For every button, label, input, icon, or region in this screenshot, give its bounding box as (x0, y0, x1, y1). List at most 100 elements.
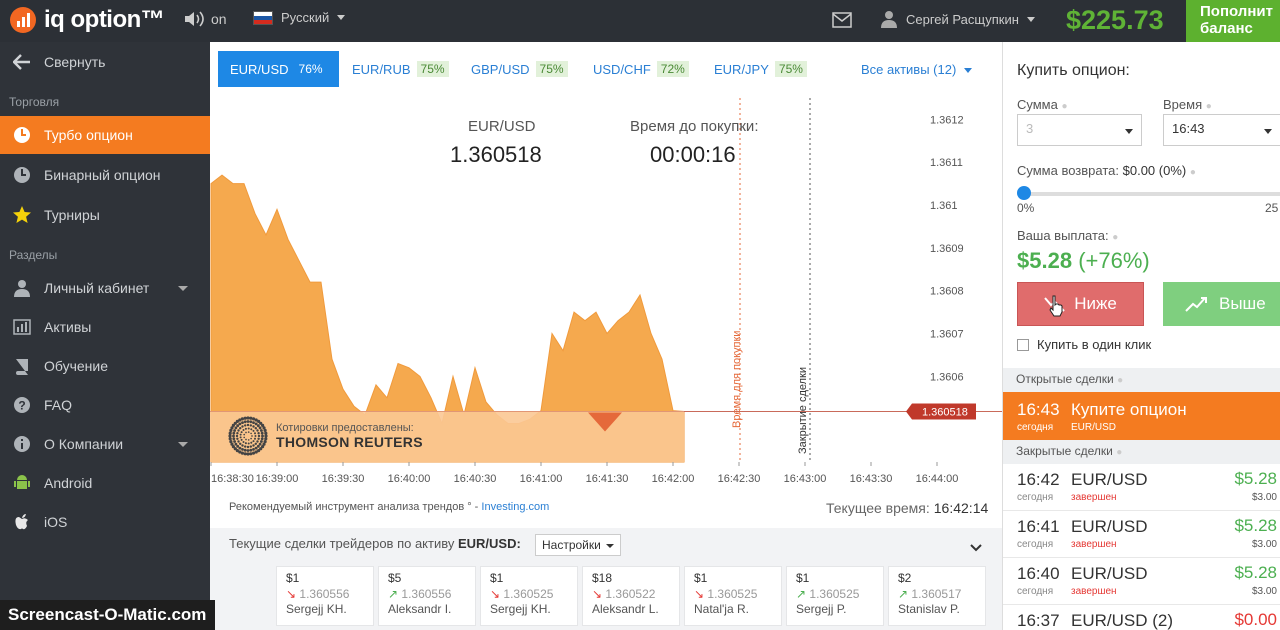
logo-dot (249, 416, 253, 420)
help-icon: ● (1112, 232, 1119, 243)
sidebar-item-turbo[interactable]: Турбо опцион (0, 116, 210, 154)
logo-dot (239, 433, 242, 436)
sidebar-item-assets[interactable]: Активы (0, 308, 210, 346)
logo-dot (246, 452, 250, 456)
open-deal-day: сегодня (1017, 422, 1054, 433)
tab-label: USD/CHF (593, 61, 651, 77)
deal-invest: $3.00 (1251, 539, 1277, 550)
logo-dot (242, 440, 245, 444)
sidebar-item-label: О Компании (44, 436, 124, 452)
sidebar-item-android[interactable]: Android (0, 464, 210, 502)
price-chart[interactable]: Время для покупки Закрытие сделки 1.3612 1.… (210, 98, 1002, 490)
logo-dot (238, 426, 242, 430)
logo-dot (235, 419, 239, 423)
logo-dot (245, 431, 247, 434)
mail-icon[interactable] (832, 12, 852, 31)
time-label: Время ● (1163, 97, 1212, 112)
watermark: Screencast-O-Matic.com (0, 600, 215, 630)
logo-dot (243, 445, 247, 448)
purchase-timer-label: Время до покупки: (630, 118, 759, 135)
deal-asset: EUR/USD (1071, 470, 1148, 489)
trader-rate: ↘ 1.360525 (694, 587, 772, 601)
trader-rate-value: 1.360525 (503, 587, 554, 601)
deposit-button[interactable]: Пополнит баланс (1186, 0, 1280, 42)
x-tick-label: 16:41:30 (586, 473, 629, 485)
collapse-chevron-icon[interactable] (970, 540, 982, 555)
one-click-option[interactable]: Купить в один клик (1017, 337, 1151, 352)
x-tick-label: 16:40:00 (388, 473, 431, 485)
logo-dot (262, 426, 266, 430)
closed-deal-row[interactable]: 16:41 сегодня EUR/USD завершен $5.28 $3.00 (1003, 511, 1280, 558)
sidebar-item-binary[interactable]: Бинарный опцион (0, 156, 210, 194)
deposit-label-line2: баланс (1200, 20, 1253, 37)
trader-amount: $2 (898, 571, 912, 585)
logo[interactable]: iq option™ (10, 6, 165, 34)
tab-eur-jpy[interactable]: EUR/JPY 75% (702, 51, 819, 87)
one-click-checkbox[interactable] (1017, 338, 1029, 351)
logo-dot (260, 437, 264, 441)
logo-dot (236, 424, 240, 428)
tab-usd-chf[interactable]: USD/CHF 72% (581, 51, 701, 87)
closed-deal-row[interactable]: 16:42 сегодня EUR/USD завершен $5.28 $3.00 (1003, 464, 1280, 511)
language-selector[interactable]: Русский (253, 10, 346, 25)
logo-dot (261, 423, 265, 427)
closed-deal-row[interactable]: 16:37 EUR/USD (2) $0.00 (1003, 605, 1280, 630)
investing-link[interactable]: Investing.com (481, 501, 550, 513)
sidebar-item-ios[interactable]: iOS (0, 503, 210, 541)
refund-slider-track[interactable] (1023, 192, 1280, 196)
tab-eur-rub[interactable]: EUR/RUB 75% (340, 51, 461, 87)
deal-status: завершен (1071, 492, 1117, 503)
logo-dot (246, 420, 250, 423)
trader-amount: $1 (490, 571, 504, 585)
lower-button[interactable]: Ниже (1017, 282, 1144, 326)
trader-amount: $1 (796, 571, 810, 585)
y-tick-label: 1.3611 (930, 157, 963, 169)
settings-dropdown[interactable]: Настройки (535, 534, 622, 556)
x-tick-label: 16:42:30 (718, 473, 761, 485)
refund-slider-handle[interactable] (1017, 186, 1031, 200)
sidebar-item-tournaments[interactable]: Турниры (0, 196, 210, 234)
logo-dot (239, 436, 242, 439)
traders-heading: Текущие сделки трейдеров по активу EUR/U… (229, 536, 521, 551)
bar-chart-icon (12, 317, 32, 337)
time-select[interactable]: 16:43 (1163, 114, 1280, 146)
sidebar-item-learning[interactable]: Обучение (0, 347, 210, 385)
logo-dot (246, 449, 250, 452)
tab-gbp-usd[interactable]: GBP/USD 75% (459, 51, 580, 87)
user-menu[interactable]: Сергей Расщупкин (880, 10, 1035, 28)
logo-text: iq option™ (44, 6, 165, 33)
logo-dot (249, 448, 253, 452)
tab-eur-usd[interactable]: EUR/USD 76% (218, 51, 339, 87)
sound-toggle[interactable]: on (183, 10, 227, 28)
quotes-provider: Котировки предоставлены: THOMSON REUTERS (228, 416, 423, 456)
sidebar-item-faq[interactable]: ? FAQ (0, 386, 210, 424)
logo-dot (236, 444, 240, 448)
trader-card: $1 ↗ 1.360525 Sergejj P. (786, 566, 884, 626)
logo-dot (245, 438, 247, 441)
closed-deal-row[interactable]: 16:40 сегодня EUR/USD завершен $5.28 $3.00 (1003, 558, 1280, 605)
sidebar-item-cabinet[interactable]: Личный кабинет (0, 269, 210, 307)
top-bar: iq option™ on Русский Сергей Расщупкин $… (0, 0, 1280, 42)
logo-dot (241, 447, 244, 451)
logo-dot (243, 448, 247, 452)
trader-amount: $1 (286, 571, 300, 585)
amount-select[interactable]: 3 (1017, 114, 1142, 146)
sidebar-item-company[interactable]: О Компании (0, 425, 210, 463)
clock-icon (12, 125, 32, 145)
open-deal-row[interactable]: 16:43 сегодня Купите опцион EUR/USD (1003, 392, 1280, 440)
logo-dot (247, 431, 250, 433)
logo-dot (250, 432, 252, 435)
chevron-down-icon (1125, 129, 1133, 134)
higher-button[interactable]: Выше (1163, 282, 1280, 326)
sidebar-collapse[interactable]: Свернуть (0, 43, 210, 81)
logo-dot (257, 434, 261, 438)
all-assets-dropdown[interactable]: Все активы (12) (861, 62, 972, 77)
trader-rate: ↘ 1.360525 (490, 587, 568, 601)
deal-time: 16:42 (1017, 470, 1060, 489)
deal-day: сегодня (1017, 586, 1054, 597)
logo-dot (235, 449, 239, 453)
logo-dot (258, 426, 262, 430)
deal-invest: $3.00 (1251, 492, 1277, 503)
logo-dot (247, 442, 250, 445)
